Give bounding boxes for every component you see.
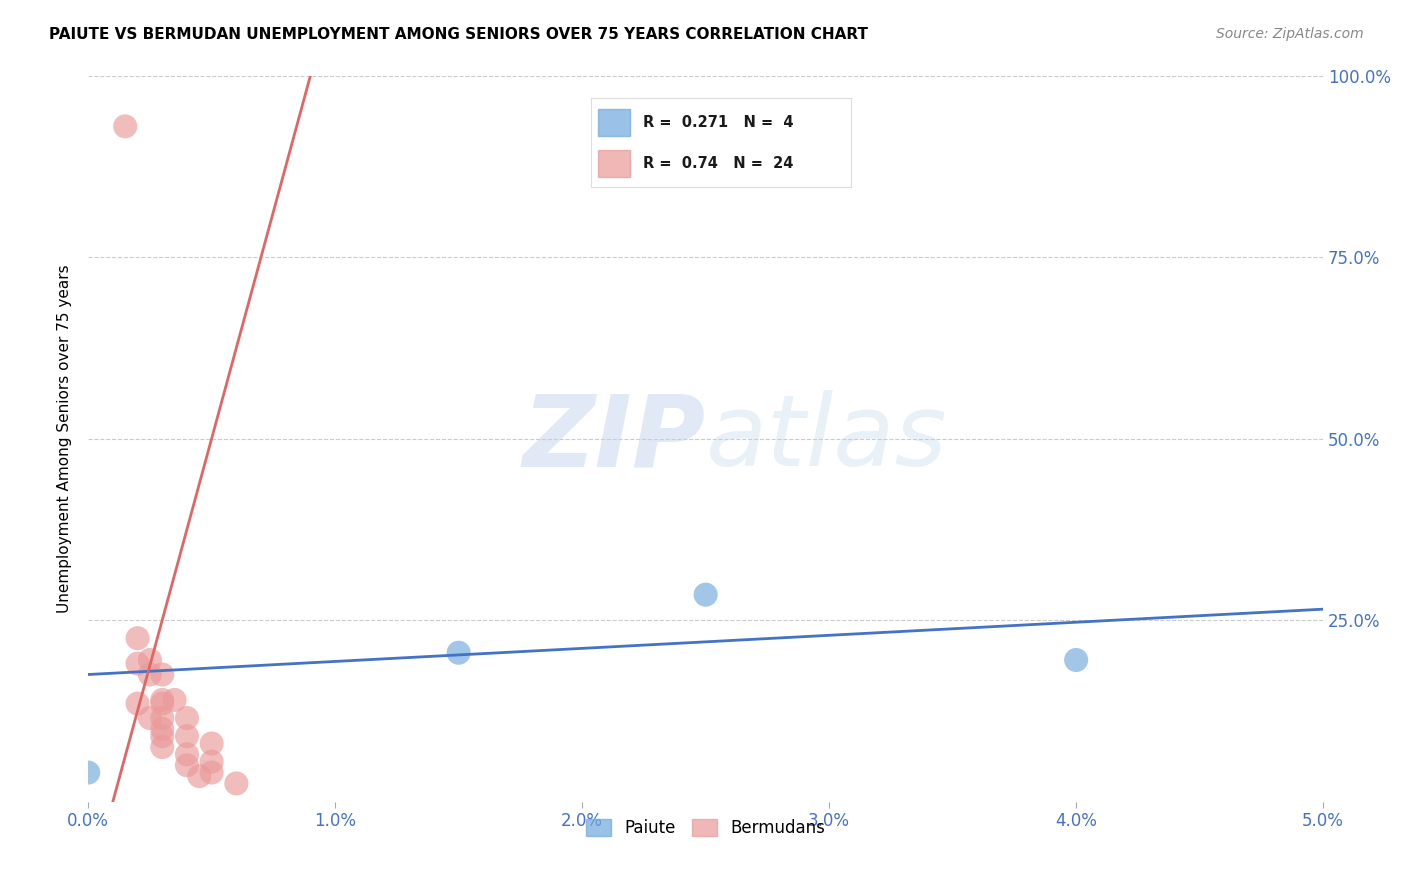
Point [201, 737, 224, 751]
Point [150, 667, 173, 681]
Text: atlas: atlas [706, 390, 948, 487]
Point [176, 729, 198, 743]
Point [150, 729, 173, 743]
Point [188, 769, 211, 783]
Point [201, 755, 224, 769]
Text: R =  0.74   N =  24: R = 0.74 N = 24 [643, 156, 793, 170]
Point [150, 693, 173, 707]
Point [176, 747, 198, 762]
Text: R =  0.271   N =  4: R = 0.271 N = 4 [643, 115, 793, 129]
Point [1064, 653, 1087, 667]
Point [447, 646, 470, 660]
Legend: Paiute, Bermudans: Paiute, Bermudans [579, 813, 832, 844]
Point [225, 776, 247, 790]
Point [201, 765, 224, 780]
Point [127, 697, 149, 711]
Point [150, 722, 173, 736]
Text: Source: ZipAtlas.com: Source: ZipAtlas.com [1216, 27, 1364, 41]
Point [139, 653, 162, 667]
Point [77, 765, 100, 780]
Text: PAIUTE VS BERMUDAN UNEMPLOYMENT AMONG SENIORS OVER 75 YEARS CORRELATION CHART: PAIUTE VS BERMUDAN UNEMPLOYMENT AMONG SE… [49, 27, 869, 42]
Point [150, 740, 173, 755]
Point [163, 693, 186, 707]
Point [150, 711, 173, 725]
Point [139, 667, 162, 681]
Bar [599, 109, 630, 136]
Point [176, 758, 198, 772]
Point [176, 711, 198, 725]
Bar [599, 150, 630, 177]
Point [150, 697, 173, 711]
Point [114, 120, 136, 134]
Y-axis label: Unemployment Among Seniors over 75 years: Unemployment Among Seniors over 75 years [58, 264, 72, 613]
Point [127, 631, 149, 645]
Point [139, 711, 162, 725]
Point [695, 588, 717, 602]
Text: ZIP: ZIP [523, 390, 706, 487]
Point [127, 657, 149, 671]
